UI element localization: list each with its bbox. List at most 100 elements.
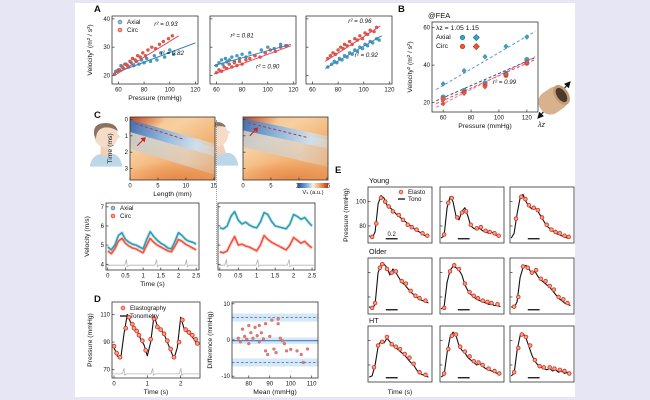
pressure-subplot-ht-3 — [509, 325, 575, 383]
svg-text:Velocity² (m² / s²): Velocity² (m² / s²) — [87, 24, 94, 75]
figure-canvas — [75, 3, 575, 397]
svg-text:1: 1 — [141, 274, 145, 280]
axial-diamond-marker-icon — [473, 34, 480, 41]
svg-text:Difference (mmHg): Difference (mmHg) — [207, 311, 214, 368]
svg-text:r² = 0.81: r² = 0.81 — [230, 32, 253, 39]
svg-text:5: 5 — [101, 243, 105, 249]
svg-text:0: 0 — [227, 338, 231, 344]
axial-legend-label: Axial — [436, 34, 451, 41]
svg-text:Length (mm): Length (mm) — [153, 191, 192, 198]
axial-circle-marker-icon — [460, 35, 465, 40]
svg-text:4: 4 — [101, 262, 105, 268]
shear-wave-heatmap-right — [243, 117, 328, 180]
svg-text:120: 120 — [522, 116, 533, 122]
svg-text:Time (s): Time (s) — [144, 389, 169, 396]
svg-text:60: 60 — [115, 88, 122, 94]
colorbar — [298, 183, 328, 188]
svg-text:70: 70 — [103, 368, 110, 374]
velocity-timeseries-right: 0 0.5 1 1.5 2 2.5 — [217, 202, 317, 280]
svg-text:1: 1 — [125, 134, 129, 140]
svg-text:r² = 0.93: r² = 0.93 — [154, 21, 178, 28]
svg-text:Axial: Axial — [120, 205, 133, 212]
svg-text:Elastography: Elastography — [130, 305, 167, 312]
svg-text:1: 1 — [255, 274, 259, 280]
svg-text:Pressure (mmHg): Pressure (mmHg) — [343, 188, 350, 242]
svg-text:Circ: Circ — [120, 213, 131, 220]
svg-text:r² = 0.99: r² = 0.99 — [493, 79, 517, 86]
svg-text:0.5: 0.5 — [234, 274, 243, 280]
svg-text:100: 100 — [494, 116, 505, 122]
axial-legend-row: Axial — [436, 33, 480, 42]
svg-text:20: 20 — [423, 101, 430, 107]
svg-text:100: 100 — [359, 88, 370, 94]
svg-text:Time (s): Time (s) — [140, 281, 165, 288]
pressure-subplot-older-3 — [509, 257, 575, 315]
circ-circle-marker-icon — [460, 44, 465, 49]
pressure-subplot-ht-2 — [439, 325, 505, 383]
panel-label-b: B — [398, 4, 405, 15]
svg-text:r² = 0.96: r² = 0.96 — [348, 18, 372, 25]
artery-cylinder-icon — [537, 81, 571, 119]
scatter-plot-a1: 60 80 100 120 20 30 40 Pressure (mmHg) Velocity²… — [87, 15, 201, 102]
svg-text:60: 60 — [309, 88, 316, 94]
colorbar-label: Vₛ (a.u.) — [302, 190, 324, 196]
svg-text:80: 80 — [359, 224, 366, 230]
circ-diamond-marker-icon — [473, 43, 480, 50]
svg-text:110: 110 — [307, 382, 317, 388]
svg-text:0: 0 — [125, 117, 129, 123]
svg-text:120: 120 — [384, 88, 395, 94]
svg-text:40: 40 — [103, 17, 110, 23]
svg-text:90: 90 — [266, 382, 273, 388]
pressure-subplot-older-2 — [439, 257, 505, 315]
svg-text:-10: -10 — [221, 374, 230, 380]
svg-text:6: 6 — [101, 224, 105, 230]
svg-text:Axial: Axial — [127, 19, 140, 26]
panel-label-a: A — [94, 4, 101, 15]
svg-text:120: 120 — [288, 88, 299, 94]
svg-text:0: 0 — [106, 274, 110, 280]
svg-text:Elasto: Elasto — [408, 189, 426, 196]
panel-c-divider — [216, 120, 217, 264]
svg-text:Time (s): Time (s) — [388, 389, 413, 396]
svg-text:Velocity² (m² / s²): Velocity² (m² / s²) — [407, 41, 414, 92]
svg-text:100: 100 — [286, 382, 297, 388]
scatter-plot-a3: 60 80 100 120 r² = 0.96 r² = 0.92 — [305, 15, 395, 94]
pressure-subplot-older-1 — [367, 257, 433, 315]
svg-text:90: 90 — [103, 340, 110, 346]
svg-text:3: 3 — [125, 167, 129, 173]
svg-text:Velocity (m/s): Velocity (m/s) — [84, 216, 91, 257]
svg-text:5: 5 — [156, 184, 160, 190]
svg-text:Pressure (mmHg): Pressure (mmHg) — [128, 95, 182, 102]
svg-text:60: 60 — [213, 88, 220, 94]
svg-text:2: 2 — [292, 274, 296, 280]
bland-altman-plot: 80 90 100 110 -10 0 10 Mean (mmHg) Difference (m… — [207, 301, 319, 396]
svg-text:2: 2 — [179, 382, 183, 388]
lambda-z-label: λz — [538, 122, 545, 129]
svg-text:1.5: 1.5 — [157, 274, 166, 280]
svg-text:80: 80 — [335, 88, 342, 94]
pressure-waveform-plot: 0 1 2 70 90 110 Time (s) Pressure (mmHg) Elastog… — [87, 301, 201, 396]
svg-text:5: 5 — [269, 184, 273, 190]
svg-text:r² = 0.90: r² = 0.90 — [256, 63, 280, 70]
row-title-older: Older — [369, 247, 387, 256]
svg-text:20: 20 — [103, 74, 110, 80]
svg-text:Time (ms): Time (ms) — [107, 133, 114, 163]
panel-label-e: E — [335, 165, 342, 176]
fea-title: @FEA — [428, 11, 451, 20]
svg-text:80: 80 — [239, 88, 246, 94]
svg-text:Tonometry: Tonometry — [130, 313, 160, 320]
circ-legend-label: Circ — [436, 43, 449, 50]
svg-text:1: 1 — [146, 382, 150, 388]
svg-text:60: 60 — [440, 116, 447, 122]
svg-text:15: 15 — [211, 184, 218, 190]
svg-text:80: 80 — [141, 88, 148, 94]
svg-text:Mean (mmHg): Mean (mmHg) — [253, 389, 296, 396]
svg-text:Pressure (mmHg): Pressure (mmHg) — [87, 313, 94, 367]
svg-text:10: 10 — [223, 302, 230, 308]
svg-text:100: 100 — [165, 88, 176, 94]
shear-wave-heatmap-left — [130, 117, 215, 180]
row-title-young: Young — [369, 176, 390, 185]
svg-text:80: 80 — [245, 382, 252, 388]
